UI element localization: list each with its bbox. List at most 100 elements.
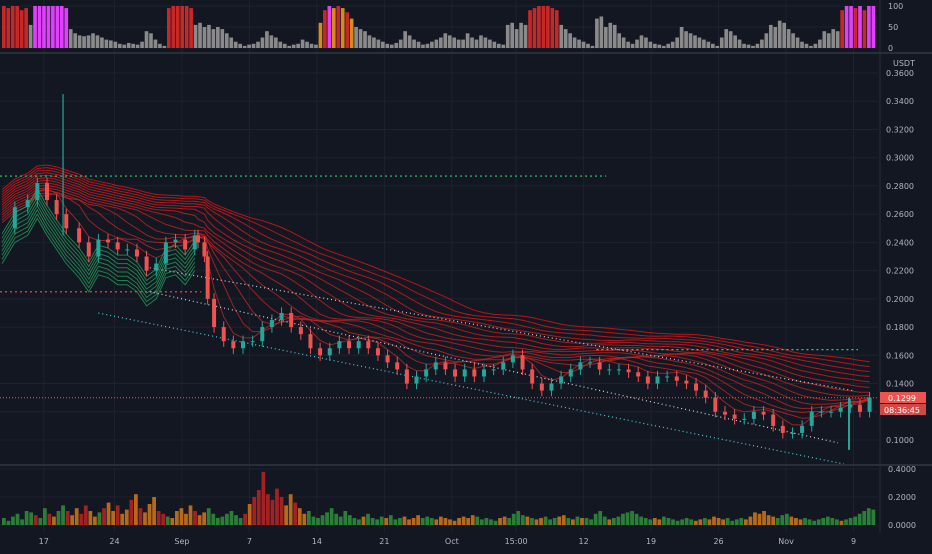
volume-bar <box>170 518 175 525</box>
volume-bar <box>134 494 138 525</box>
time-tick-label: 24 <box>109 537 119 546</box>
volume-bar <box>571 519 575 525</box>
volume-bar <box>425 516 430 525</box>
oscillator-bar <box>452 37 457 48</box>
volume-bar <box>871 509 876 525</box>
candle-body <box>144 256 149 271</box>
candle-body <box>722 411 727 415</box>
candle-body <box>77 228 82 243</box>
volume-bar <box>52 516 56 525</box>
volume-bar <box>11 516 15 525</box>
ribbon-line <box>1 189 870 410</box>
volume-bar <box>652 518 657 525</box>
volume-bar <box>753 512 757 525</box>
volume-bar <box>684 518 689 525</box>
oscillator-bar <box>505 24 510 48</box>
candle-body <box>501 362 506 370</box>
volume-bar <box>106 502 111 525</box>
oscillator-bar <box>153 39 158 48</box>
oscillator-bar <box>55 6 60 48</box>
oscillator-bar <box>202 27 207 48</box>
oscillator-bar <box>639 35 644 48</box>
oscillator-bar <box>630 43 635 48</box>
oscillator-bar <box>657 44 662 48</box>
volume-bar <box>762 511 766 525</box>
oscillator-bar <box>532 8 537 49</box>
oscillator-bar <box>15 6 20 48</box>
moving-average-ribbon <box>1 164 870 426</box>
volume-bar <box>225 513 229 525</box>
time-scale[interactable]: 17 24 Sep 7 14 21 Oct 15:00 12 19 26 Nov 9 <box>39 537 856 546</box>
candle-body <box>192 235 197 250</box>
oscillator-bar <box>68 29 73 48</box>
oscillator-bar <box>483 37 488 48</box>
oscillator-bar <box>492 41 497 48</box>
volume-bar <box>15 513 20 525</box>
volume-bar <box>625 512 630 525</box>
oscillator-bar <box>37 6 42 48</box>
volume-bar <box>284 505 288 525</box>
price-tick-label: 0.3600 <box>886 69 914 78</box>
volume-bar <box>6 520 11 525</box>
oscillator-bar <box>612 24 617 48</box>
oscillator-bar <box>661 45 666 48</box>
volume-bar <box>361 516 366 525</box>
volume-bar <box>270 499 275 525</box>
candle-body <box>35 183 40 201</box>
oscillator-bar <box>247 44 251 48</box>
oscillator-bar <box>358 29 363 48</box>
volume-bar <box>707 519 712 525</box>
volume-tick-label: 0.4000 <box>888 465 916 474</box>
candle-body <box>453 369 458 377</box>
price-scale[interactable]: USDT 0.3600 0.3400 0.3200 0.3000 0.2800 0.260… <box>886 2 916 530</box>
volume-bar <box>725 518 730 525</box>
volume-bar <box>507 518 512 525</box>
candle-body <box>212 298 217 328</box>
oscillator-bar <box>318 22 323 48</box>
oscillator-bar <box>33 6 37 48</box>
candle-body <box>771 414 776 426</box>
oscillator-bar <box>439 37 443 48</box>
candle-body <box>183 239 188 250</box>
oscillator-bar <box>354 27 358 48</box>
oscillator-bar <box>6 8 11 49</box>
volume-bar <box>848 518 853 525</box>
oscillator-tick-label: 100 <box>888 2 903 11</box>
oscillator-bar <box>670 41 675 48</box>
volume-bar <box>543 516 548 525</box>
volume-bar <box>220 516 225 525</box>
oscillator-bar <box>644 37 648 48</box>
candle-body <box>115 242 120 250</box>
candle-body <box>607 369 612 371</box>
time-tick-label: 7 <box>247 537 252 546</box>
volume-bar <box>407 519 411 525</box>
candle-body <box>356 341 361 349</box>
volume-bar <box>816 519 821 525</box>
volume-bar <box>42 508 47 525</box>
oscillator-bar <box>42 6 46 48</box>
volume-bar <box>616 516 621 525</box>
volume-bar <box>511 513 516 525</box>
candle-body <box>829 411 834 413</box>
candle-body <box>578 362 583 370</box>
oscillator-bar <box>229 37 234 48</box>
oscillator-bar <box>697 37 702 48</box>
time-tick-label: Sep <box>174 537 189 546</box>
oscillator-bar <box>100 37 104 48</box>
volume-bar <box>202 512 207 525</box>
ribbon-line <box>1 172 870 377</box>
volume-bar <box>566 518 571 525</box>
volume-bar <box>716 518 721 525</box>
candle-countdown: 08:36:45 <box>884 406 920 415</box>
volume-bar <box>479 519 484 525</box>
oscillator-bar <box>117 43 122 48</box>
volume-bar <box>730 520 735 525</box>
candle-body <box>196 235 201 243</box>
volume-bar <box>211 513 216 525</box>
oscillator-bar <box>706 41 711 48</box>
oscillator-bar <box>363 31 367 48</box>
volume-bar <box>238 518 243 525</box>
candle-body <box>694 383 699 391</box>
oscillator-bar <box>135 44 140 48</box>
